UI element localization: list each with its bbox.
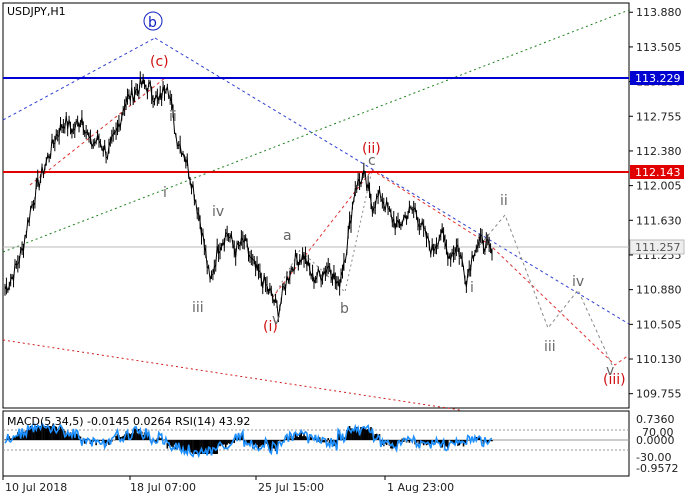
wave-label-i-paren: (i)	[263, 319, 278, 335]
time-axis: 10 Jul 2018 18 Jul 07:00 25 Jul 15:00 1 …	[2, 476, 454, 494]
wave-label-b: b	[148, 15, 157, 31]
wave-label-c-paren: (c)	[150, 54, 169, 70]
grey-abc-path	[271, 169, 373, 301]
wave-label-iv-2: iv	[572, 274, 584, 290]
wave-label-ii-paren: (ii)	[362, 141, 381, 157]
price-tick-label: 111.630	[636, 214, 682, 227]
level-tag-blue-text: 113.229	[635, 72, 681, 85]
time-label-2: 18 Jul 07:00	[130, 481, 196, 494]
rsi-line	[4, 421, 493, 459]
time-label-4: 1 Aug 23:00	[387, 481, 454, 494]
indicator-title: MACD(5,34,5) -0.0145 0.0264 RSI(14) 43.9…	[7, 415, 250, 428]
price-tick-label: 110.505	[636, 318, 682, 331]
price-tick-label: 110.130	[636, 353, 682, 366]
main-chart-frame	[2, 2, 630, 409]
price-tick-label: 113.505	[636, 41, 682, 54]
level-tag-red	[630, 165, 684, 179]
wave-label-i-2: i	[470, 280, 474, 296]
time-label-1: 10 Jul 2018	[5, 481, 67, 494]
price-series	[4, 71, 493, 323]
level-tag-blue	[630, 71, 684, 85]
wave-label-b-small: b	[340, 301, 349, 317]
wave-label-iv-1: iv	[212, 204, 224, 220]
blue-channel-down-line	[154, 37, 630, 325]
price-tick-label: 112.380	[636, 145, 682, 158]
price-tick-label: 109.755	[636, 388, 682, 401]
price-line	[4, 77, 493, 319]
wave-label-v-1: v	[272, 312, 280, 328]
wave-label-iii-1: iii	[192, 300, 204, 316]
price-tick-label: 113.880	[636, 6, 682, 19]
wave-label-ii-1: ii	[169, 109, 177, 125]
wave-label-i-1: i	[163, 185, 167, 201]
indicator-tick-zero: 0.0000	[636, 434, 675, 447]
chart-title: USDJPY,H1	[7, 5, 66, 18]
wave-label-c-small: c	[368, 153, 376, 169]
grey-wave-projection	[479, 214, 613, 366]
wave-label-ii-2: ii	[500, 193, 508, 209]
indicator-tick-macd-max: 0.7360	[636, 413, 675, 426]
price-axis-ticks: 113.880113.505113.130112.755112.380112.0…	[629, 6, 682, 401]
wave-label-iii-paren: (iii)	[603, 372, 626, 388]
wave-label-iii-2: iii	[544, 339, 556, 355]
wave-label-a: a	[283, 228, 292, 244]
green-trend-line	[2, 9, 630, 253]
wave-label-v-2: v	[606, 363, 614, 379]
level-tag-red-text: 112.143	[635, 166, 681, 179]
price-tick-label: 110.880	[636, 284, 682, 297]
wave-b-circle	[143, 11, 163, 31]
indicator-axis: 0.7360 70.00 0.0000 -30.00 -0.9572	[636, 413, 678, 475]
indicator-series	[3, 421, 629, 459]
price-tick-label: 112.755	[636, 110, 682, 123]
indicator-tick-rsi-30: -30.00	[636, 451, 671, 464]
price-tick-label: 112.005	[636, 180, 682, 193]
current-price-tag	[629, 239, 685, 255]
indicator-frame	[2, 410, 630, 477]
time-label-3: 25 Jul 15:00	[258, 481, 324, 494]
current-price-tag-text: 111.257	[635, 241, 681, 254]
indicator-tick-macd-min: -0.9572	[636, 462, 678, 475]
red-channel-lower-line	[2, 339, 461, 411]
indicator-tick-rsi-70: 70.00	[642, 426, 674, 439]
